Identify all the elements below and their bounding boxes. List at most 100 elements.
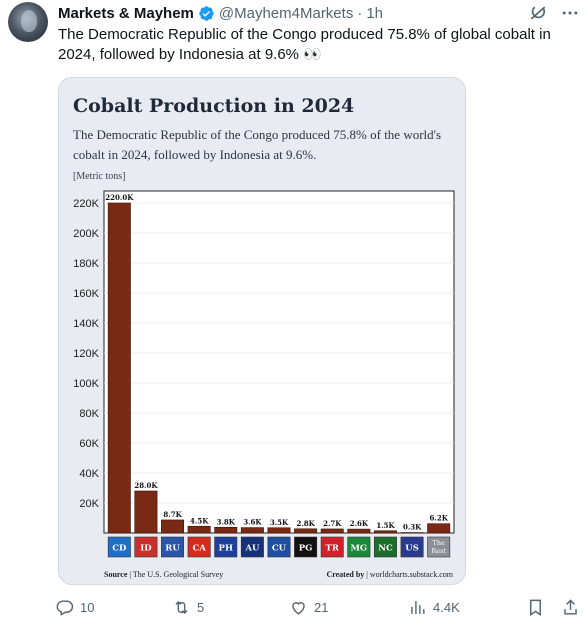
data-label: 2.7K — [323, 519, 342, 528]
flag-tile — [187, 536, 211, 558]
unit-label: [Metric tons] — [73, 171, 126, 182]
x-tick-label: CA — [192, 544, 206, 554]
data-label: 0.3K — [403, 523, 422, 532]
repost-count: 5 — [197, 600, 205, 615]
bookmark-icon — [530, 599, 541, 616]
data-label: 3.6K — [243, 518, 262, 527]
credit-note: Created by | worldcharts.substack.com — [326, 570, 453, 579]
data-label: 6.2K — [430, 514, 449, 523]
created-label: Created by — [326, 570, 365, 579]
y-tick-label: 80K — [79, 408, 99, 420]
reply-button[interactable]: 10 — [55, 598, 94, 617]
x-tick-label: AU — [244, 544, 260, 554]
bar — [347, 528, 371, 534]
reply-icon — [56, 600, 74, 616]
data-label: 4.5K — [190, 516, 209, 525]
x-tick-label: MG — [351, 544, 368, 554]
bar — [320, 528, 344, 534]
data-label: 3.5K — [270, 518, 289, 527]
bar — [161, 519, 185, 534]
y-tick-label: 40K — [79, 468, 99, 480]
x-tick-label: TR — [326, 544, 340, 554]
views-icon — [411, 601, 425, 614]
repost-button[interactable]: 5 — [172, 598, 204, 617]
view-count: 4.4K — [433, 600, 460, 615]
flag-tile — [267, 536, 291, 558]
post-actions: 10 5 21 4.4K — [55, 598, 580, 622]
x-tick-label: CD — [112, 544, 127, 554]
x-tick-label: CU — [272, 544, 287, 554]
verified-badge-icon — [199, 5, 214, 21]
share-button[interactable] — [561, 598, 586, 617]
bar — [214, 526, 238, 534]
separator-dot: · — [357, 4, 363, 22]
chart-title: Cobalt Production in 2024 — [73, 95, 355, 117]
data-label: 2.8K — [296, 519, 315, 528]
share-icon — [564, 599, 577, 615]
avatar[interactable] — [8, 2, 48, 42]
bar — [107, 202, 131, 534]
bar — [267, 527, 291, 534]
plot-area — [103, 190, 455, 534]
flag-tile — [107, 536, 131, 558]
repost-icon — [175, 600, 188, 615]
y-tick-label: 60K — [79, 438, 99, 450]
data-label: 220.0K — [105, 193, 134, 202]
author-name[interactable]: Markets & Mayhem — [58, 4, 194, 22]
bar — [427, 523, 451, 534]
data-label: 28.0K — [134, 481, 158, 490]
views-button[interactable]: 4.4K — [408, 598, 460, 617]
data-label: 8.7K — [163, 510, 182, 519]
x-tick-label: ID — [140, 544, 152, 554]
post-header: Markets & Mayhem @Mayhem4Markets · 1h — [58, 3, 383, 23]
y-tick-label: 140K — [73, 318, 99, 330]
heart-icon — [292, 602, 305, 615]
y-tick-label: 100K — [73, 378, 99, 390]
y-tick-label: 160K — [73, 288, 99, 300]
flag-tile — [161, 536, 185, 558]
x-tick-label: RU — [165, 544, 180, 554]
flag-tile — [294, 536, 318, 558]
bar — [294, 528, 318, 534]
created-text: worldcharts.substack.com — [369, 570, 453, 579]
chart-image-card[interactable]: Cobalt Production in 2024 The Democratic… — [58, 77, 466, 585]
x-tick-label: The — [433, 539, 446, 547]
flag-tile — [427, 536, 451, 558]
source-note: Source | The U.S. Geological Survey — [104, 570, 224, 579]
flag-tile — [240, 536, 264, 558]
data-label: 1.5K — [376, 521, 395, 530]
grok-icon[interactable] — [528, 3, 548, 23]
x-tick-label: Rest — [431, 547, 446, 555]
chart-subtitle: The Democratic Republic of the Congo pro… — [73, 127, 442, 162]
source-label: Source — [104, 570, 128, 579]
x-tick-label: PH — [219, 544, 233, 554]
post-text: The Democratic Republic of the Congo pro… — [58, 26, 551, 63]
x-tick-label: US — [405, 544, 419, 554]
bar — [240, 527, 264, 534]
like-button[interactable]: 21 — [289, 598, 328, 617]
flag-tile — [134, 536, 158, 558]
data-label: 3.8K — [217, 517, 236, 526]
y-tick-label: 120K — [73, 348, 99, 360]
bar — [134, 490, 158, 534]
post-time[interactable]: 1h — [366, 4, 384, 22]
bar — [187, 525, 211, 534]
y-tick-label: 20K — [79, 498, 99, 510]
y-tick-label: 200K — [73, 228, 99, 240]
bar — [373, 530, 397, 534]
y-tick-label: 180K — [73, 258, 99, 270]
x-tick-label: NC — [378, 544, 393, 554]
bookmark-button[interactable] — [526, 598, 551, 617]
reply-count: 10 — [80, 600, 95, 615]
source-text: The U.S. Geological Survey — [132, 570, 224, 579]
flag-tile — [400, 536, 424, 558]
flag-tile — [373, 536, 397, 558]
x-tick-label: PG — [299, 544, 313, 554]
flag-tile — [214, 536, 238, 558]
like-count: 21 — [314, 600, 329, 615]
author-handle[interactable]: @Mayhem4Markets — [218, 4, 354, 22]
data-label: 2.6K — [350, 519, 369, 528]
more-icon[interactable] — [560, 3, 580, 23]
flag-tile — [347, 536, 371, 558]
flag-tile — [320, 536, 344, 558]
